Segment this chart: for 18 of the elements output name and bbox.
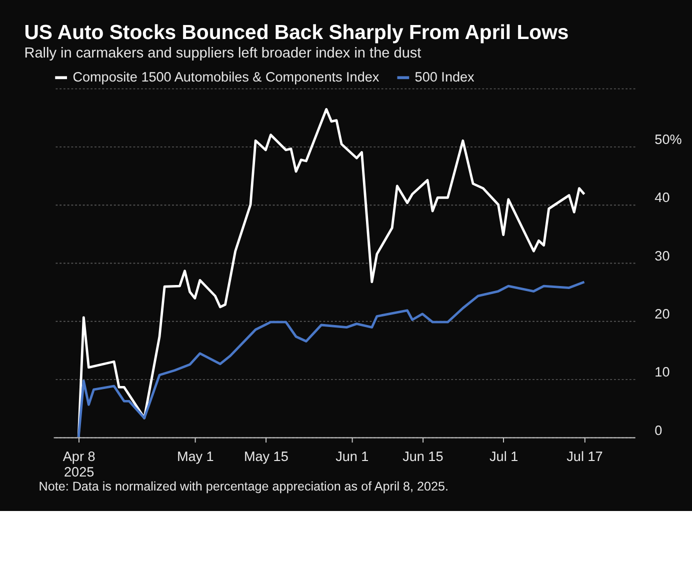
x-tick-label: Jun 1 (336, 448, 369, 464)
x-tick-label: May 1 (176, 448, 214, 464)
x-tick-label: Jun 15 (402, 448, 444, 464)
x-tick-label: Apr 8 2025 (62, 448, 96, 480)
legend-label: 500 Index (414, 70, 475, 85)
y-tick-label: 10 (654, 364, 670, 380)
y-tick-label: 40 (654, 190, 670, 206)
x-tick-label: Jul 1 (490, 448, 518, 464)
y-tick-label: 50% (654, 132, 682, 148)
y-tick-label: 20 (654, 306, 670, 322)
chart-subtitle: Rally in carmakers and suppliers left broader index in the dust (24, 45, 422, 62)
y-tick-label: 30 (654, 248, 670, 264)
legend-label: Composite 1500 Automobiles & Components Index (72, 70, 380, 85)
y-tick-label: 0 (654, 422, 662, 438)
x-tick-label: Jul 17 (566, 448, 603, 464)
chart-title: US Auto Stocks Bounced Back Sharply From April Lows (24, 22, 569, 44)
text: Note: Data is normalized with percentage appreciation as of April 8, 2025. (38, 480, 448, 494)
x-tick-label: May 15 (244, 448, 288, 464)
